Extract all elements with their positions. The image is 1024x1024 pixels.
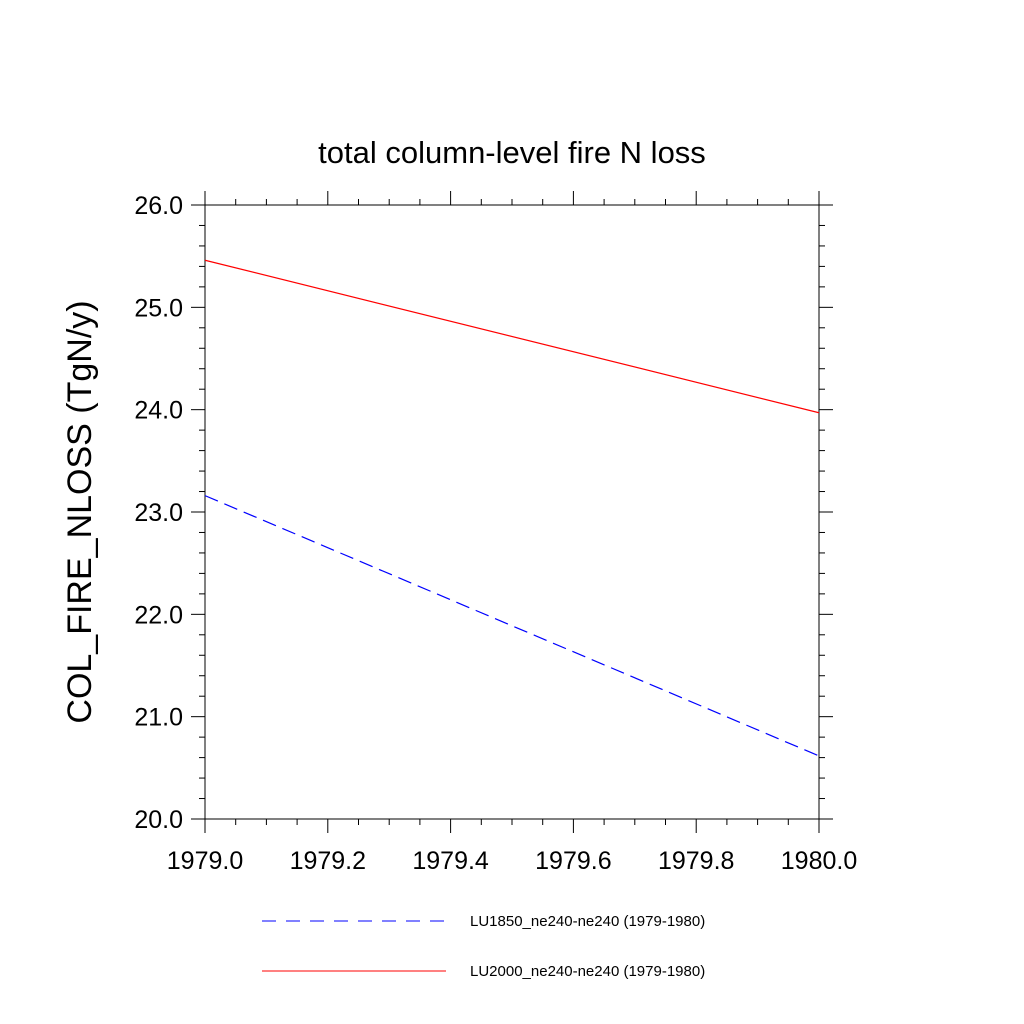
y-tick-label: 26.0 <box>134 192 183 220</box>
series-line-2 <box>204 259 820 414</box>
plot-border <box>204 204 820 820</box>
x-tick-label: 1979.0 <box>167 847 243 875</box>
legend-label-2: LU2000_ne240-ne240 (1979-1980) <box>470 963 705 980</box>
y-tick-label: 20.0 <box>134 806 183 834</box>
x-tick-label: 1980.0 <box>781 847 857 875</box>
y-axis-label: COL_FIRE_NLOSS (TgN/y) <box>61 300 99 723</box>
axis-ticks: 1979.0 1979.2 1979.4 1979.6 1979.8 1980.0 20.0… <box>134 191 857 875</box>
y-tick-label: 25.0 <box>134 294 183 322</box>
y-tick-label: 22.0 <box>134 601 183 629</box>
x-tick-label: 1979.4 <box>412 847 489 875</box>
chart-title: total column-level fire N loss <box>318 135 706 170</box>
x-tick-label: 1979.8 <box>658 847 734 875</box>
y-tick-label: 21.0 <box>134 704 183 732</box>
series-line-1 <box>204 495 819 757</box>
series-layer <box>204 259 820 757</box>
legend-label-1: LU1850_ne240-ne240 (1979-1980) <box>470 913 705 930</box>
y-tick-label: 24.0 <box>134 397 183 425</box>
y-tick-label: 23.0 <box>134 499 183 527</box>
x-tick-label: 1979.2 <box>290 847 366 875</box>
plot-frame <box>204 204 820 820</box>
legend: LU1850_ne240-ne240 (1979-1980) LU2000_ne2… <box>262 913 705 980</box>
x-tick-label: 1979.6 <box>535 847 611 875</box>
